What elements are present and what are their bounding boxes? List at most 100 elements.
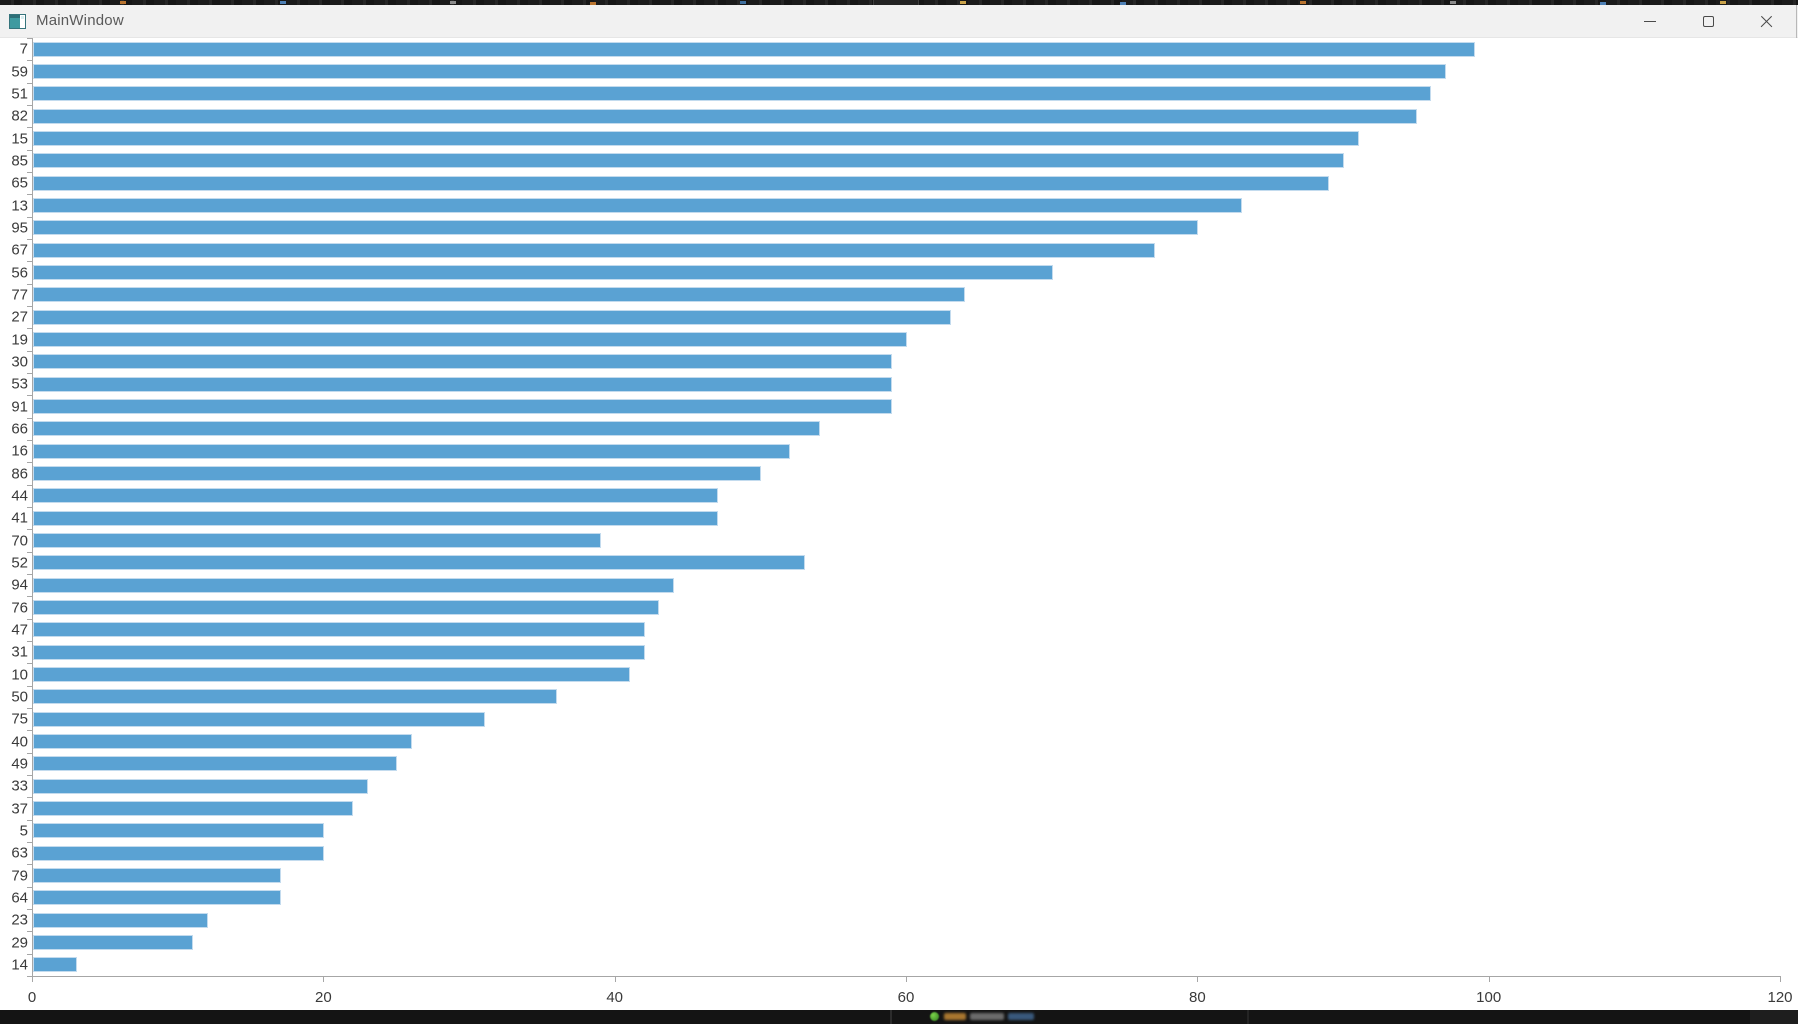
bar	[33, 466, 762, 481]
y-tick	[27, 60, 32, 62]
bar	[33, 265, 1053, 280]
y-tick	[27, 886, 32, 888]
bar	[33, 510, 718, 526]
y-tick	[27, 864, 32, 866]
bar	[33, 332, 907, 347]
x-tick	[1488, 976, 1490, 982]
y-tick	[27, 641, 32, 642]
y-tick	[27, 82, 32, 84]
y-tick-label: 16	[11, 442, 28, 460]
y-tick	[27, 306, 32, 307]
bar	[33, 198, 1243, 213]
bar	[33, 153, 1344, 169]
bar	[33, 711, 485, 727]
bar	[33, 131, 1359, 146]
bar	[33, 309, 951, 325]
y-tick-label: 65	[11, 174, 28, 192]
y-tick	[27, 551, 32, 553]
minimize-button[interactable]	[1627, 5, 1673, 38]
y-tick	[27, 842, 32, 843]
x-tick	[906, 976, 907, 982]
y-tick-label: 94	[11, 576, 28, 594]
y-tick-label: 63	[11, 844, 28, 862]
bar	[33, 689, 558, 705]
y-tick	[27, 261, 32, 263]
y-tick-label: 7	[19, 40, 28, 58]
x-tick-label: 80	[1188, 989, 1206, 1006]
bar	[33, 175, 1330, 191]
y-tick	[27, 909, 32, 910]
y-tick-label: 50	[11, 688, 28, 706]
y-tick	[27, 529, 32, 531]
y-tick-label: 5	[19, 822, 28, 840]
x-tick-label: 100	[1476, 989, 1502, 1006]
bar	[33, 376, 893, 392]
y-tick-label: 49	[11, 755, 28, 773]
bar	[33, 577, 674, 593]
y-tick	[27, 730, 32, 732]
y-tick-label: 52	[11, 554, 28, 572]
y-tick	[27, 797, 32, 799]
maximize-button[interactable]	[1685, 5, 1731, 38]
y-tick	[27, 239, 32, 240]
y-tick	[27, 507, 32, 508]
y-tick-label: 70	[11, 532, 28, 549]
y-tick	[27, 574, 32, 575]
x-tick-label: 20	[314, 989, 332, 1006]
y-tick	[27, 596, 32, 598]
bar	[33, 443, 791, 459]
y-tick-label: 19	[11, 331, 28, 348]
bottom-taskbar-strip	[0, 1010, 1798, 1024]
x-tick	[323, 976, 325, 982]
y-tick-label: 14	[11, 956, 28, 974]
y-tick-label: 31	[11, 643, 28, 661]
bar	[33, 108, 1417, 124]
bar	[33, 600, 660, 615]
taskbar-item-icon[interactable]	[930, 1012, 939, 1021]
bar	[33, 734, 412, 749]
y-tick-label: 47	[11, 621, 28, 639]
app-window-icon	[9, 14, 26, 29]
y-tick-label: 86	[11, 465, 28, 482]
y-tick-label: 37	[11, 800, 28, 817]
bar	[33, 845, 325, 861]
y-tick-label: 41	[11, 509, 28, 527]
x-tick-label: 120	[1767, 989, 1793, 1006]
background-window-content-specks	[120, 1, 126, 4]
y-tick-label: 59	[11, 63, 28, 80]
taskbar-seam	[890, 1010, 892, 1024]
y-tick	[27, 172, 32, 173]
y-tick	[27, 752, 32, 754]
y-tick	[27, 194, 32, 196]
chart-plot: 7 59 51 82 15 85 65 13 95 67 56 77 27 19 30 53 91 66 16 86 4…	[0, 38, 1798, 1010]
bar	[33, 86, 1432, 102]
y-tick	[27, 38, 32, 39]
bar	[33, 667, 631, 682]
close-button[interactable]	[1743, 5, 1789, 38]
y-tick-label: 75	[11, 710, 28, 728]
y-tick	[27, 708, 32, 709]
y-tick-label: 82	[11, 107, 28, 125]
y-tick	[27, 417, 32, 419]
y-axis-line	[32, 38, 33, 976]
y-tick	[27, 663, 32, 665]
bar	[33, 242, 1155, 258]
taskbar-shade	[1750, 1010, 1798, 1024]
y-tick	[27, 953, 32, 955]
bar	[33, 957, 77, 973]
y-tick	[27, 618, 32, 620]
window-title: MainWindow	[36, 12, 124, 29]
y-tick	[27, 395, 32, 397]
bar	[33, 287, 966, 303]
y-tick-label: 85	[11, 152, 28, 170]
y-tick	[27, 328, 32, 330]
y-tick-label: 29	[11, 934, 28, 951]
y-tick-label: 10	[11, 666, 28, 683]
y-tick-label: 53	[11, 375, 28, 393]
y-tick	[27, 685, 32, 687]
y-tick	[27, 105, 32, 106]
y-tick	[27, 127, 32, 129]
bar	[33, 912, 208, 928]
bar	[33, 801, 354, 816]
taskbar-blurred-text	[970, 1013, 1004, 1020]
